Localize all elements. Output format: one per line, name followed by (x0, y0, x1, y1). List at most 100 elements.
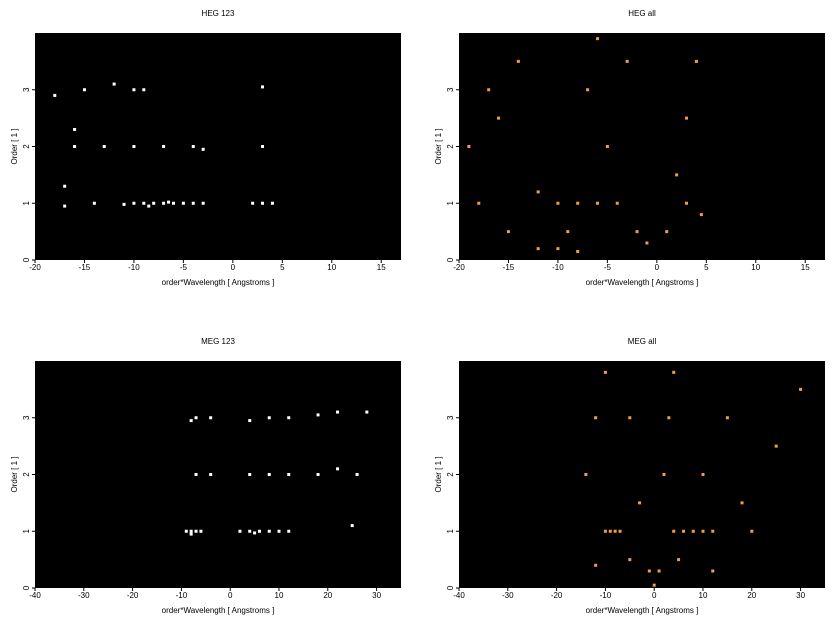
point (497, 116, 501, 120)
point (576, 249, 580, 253)
point (701, 473, 705, 476)
point (248, 473, 252, 476)
point (645, 241, 649, 245)
point (248, 419, 252, 423)
x-tick-label: 30 (372, 591, 381, 600)
point (191, 201, 195, 205)
x-axis-label: order*Wavelength [ Angstroms ] (586, 278, 699, 287)
point (73, 145, 77, 148)
point (628, 416, 632, 420)
point (336, 467, 340, 471)
y-tick-label: 1 (446, 528, 455, 533)
point (73, 127, 77, 131)
y-axis-label: Order [ 1 ] (434, 128, 443, 164)
point (603, 529, 607, 533)
x-tick-label: -20 (127, 591, 139, 600)
point (576, 201, 580, 205)
y-tick-label: 1 (446, 200, 455, 205)
point (566, 230, 570, 234)
point (613, 529, 617, 533)
point (608, 529, 612, 533)
point (628, 558, 632, 562)
x-tick-label: 0 (655, 263, 660, 272)
point (251, 201, 255, 205)
x-tick-label: 10 (327, 263, 336, 272)
x-tick-label: 10 (699, 591, 708, 600)
x-tick-label: -10 (552, 263, 564, 272)
point (506, 230, 510, 234)
point (63, 184, 67, 188)
point (152, 201, 156, 205)
point (132, 88, 136, 92)
x-tick-label: -5 (604, 263, 612, 272)
y-tick-label: 0 (446, 585, 455, 590)
point (253, 531, 257, 535)
point (142, 201, 146, 205)
point (201, 201, 205, 205)
y-axis-label: Order [ 1 ] (10, 456, 19, 492)
point (132, 201, 136, 205)
point (657, 569, 661, 573)
point (603, 370, 607, 374)
chart-title: MEG all (628, 337, 657, 346)
x-tick-label: 15 (377, 263, 386, 272)
point (350, 524, 354, 528)
point (638, 501, 642, 505)
x-tick-label: -30 (502, 591, 514, 600)
y-tick-label: 0 (22, 257, 31, 262)
x-tick-label: -30 (78, 591, 90, 600)
point (615, 201, 619, 205)
point (189, 529, 193, 533)
y-tick-label: 2 (446, 144, 455, 149)
x-tick-label: 15 (801, 263, 810, 272)
y-tick-label: 3 (446, 87, 455, 92)
point (287, 416, 291, 420)
point (270, 201, 274, 205)
x-tick-label: -20 (29, 263, 41, 272)
point (184, 529, 188, 533)
x-tick-label: 0 (652, 591, 657, 600)
point (277, 529, 281, 533)
y-tick-label: 0 (446, 257, 455, 262)
point (536, 247, 540, 251)
point (171, 201, 175, 205)
x-tick-label: -20 (551, 591, 563, 600)
point (267, 416, 271, 420)
point (147, 204, 151, 208)
point (365, 410, 369, 414)
x-tick-label: 0 (231, 263, 236, 272)
y-tick-label: 2 (22, 472, 31, 477)
x-tick-label: 5 (280, 263, 285, 272)
point (740, 501, 744, 505)
y-tick-label: 3 (22, 87, 31, 92)
point (267, 473, 271, 476)
point (189, 419, 193, 423)
point (181, 201, 185, 205)
point (112, 82, 116, 86)
point (595, 201, 599, 205)
point (618, 529, 622, 533)
point (355, 473, 359, 476)
point (672, 529, 676, 533)
y-tick-label: 3 (22, 415, 31, 420)
point (162, 145, 166, 148)
point (625, 59, 629, 63)
point (189, 532, 193, 536)
plot-area (459, 33, 825, 260)
x-tick-label: 20 (323, 591, 332, 600)
x-tick-label: 10 (275, 591, 284, 600)
point (336, 410, 340, 414)
x-tick-label: -15 (503, 263, 515, 272)
point (711, 529, 715, 533)
point (287, 529, 291, 533)
point (685, 116, 689, 120)
point (142, 88, 146, 92)
point (594, 416, 598, 420)
point (261, 145, 265, 148)
point (672, 370, 676, 374)
x-axis-label: order*Wavelength [ Angstroms ] (586, 606, 699, 615)
point (750, 529, 754, 533)
point (53, 93, 57, 97)
x-tick-label: 5 (704, 263, 709, 272)
